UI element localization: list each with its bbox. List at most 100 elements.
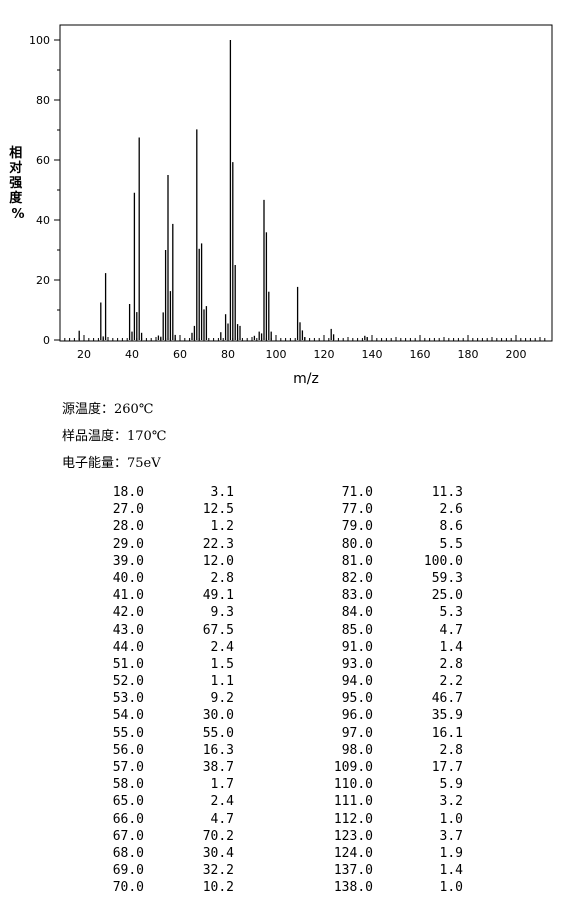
x-tick-label: 120 xyxy=(314,348,335,361)
relative-abundance: 12.5 xyxy=(202,502,234,518)
relative-abundance: 2.4 xyxy=(210,639,234,655)
mz-value: 39.0 xyxy=(112,553,144,569)
relative-abundance: 30.4 xyxy=(202,845,234,861)
mz-value: 43.0 xyxy=(112,622,144,638)
x-tick-label: 80 xyxy=(221,348,235,361)
bars-group xyxy=(78,40,368,340)
relative-abundance: 10.2 xyxy=(202,880,234,896)
relative-abundance: 25.0 xyxy=(431,588,463,604)
peak-row: 95.0 46.7 xyxy=(320,690,463,707)
relative-abundance: 32.2 xyxy=(202,863,234,879)
relative-abundance: 16.1 xyxy=(431,725,463,741)
relative-abundance: 22.3 xyxy=(202,536,234,552)
relative-abundance: 2.6 xyxy=(439,502,463,518)
mz-value: 123.0 xyxy=(333,828,373,844)
mz-value: 71.0 xyxy=(341,485,373,500)
peak-row: 58.0 1.7 xyxy=(90,776,234,793)
peak-row: 98.0 2.8 xyxy=(320,742,463,759)
peak-table-right: 71.0 11.3 77.0 2.6 79.0 8.6 80.0 5.5 81.0 100.0 82… xyxy=(320,484,463,897)
x-tick-label: 160 xyxy=(410,348,431,361)
relative-abundance: 49.1 xyxy=(202,588,234,604)
mz-value: 70.0 xyxy=(112,880,144,896)
x-axis: 20 40 60 80 100 120 140 160 180 200 xyxy=(59,335,546,361)
relative-abundance: 1.9 xyxy=(439,845,463,861)
peak-row: 85.0 4.7 xyxy=(320,622,463,639)
peak-row: 80.0 5.5 xyxy=(320,536,463,553)
relative-abundance: 17.7 xyxy=(431,760,463,775)
relative-abundance: 9.3 xyxy=(210,605,234,621)
mz-value: 109.0 xyxy=(333,760,373,775)
peak-row: 29.0 22.3 xyxy=(90,536,234,553)
mz-value: 96.0 xyxy=(341,708,373,724)
mz-value: 55.0 xyxy=(112,725,144,741)
mz-value: 68.0 xyxy=(112,845,144,861)
relative-abundance: 8.6 xyxy=(439,519,463,535)
relative-abundance: 12.0 xyxy=(202,553,234,569)
peak-row: 82.0 59.3 xyxy=(320,570,463,587)
mz-value: 80.0 xyxy=(341,536,373,552)
mz-value: 54.0 xyxy=(112,708,144,724)
relative-abundance: 5.3 xyxy=(439,605,463,621)
peak-row: 56.0 16.3 xyxy=(90,742,234,759)
relative-abundance: 38.7 xyxy=(202,760,234,775)
peak-row: 53.0 9.2 xyxy=(90,690,234,707)
y-axis-label: 相 对 强 度 % xyxy=(9,145,27,222)
relative-abundance: 9.2 xyxy=(210,691,234,707)
peak-row: 93.0 2.8 xyxy=(320,656,463,673)
mz-value: 77.0 xyxy=(341,502,373,518)
peak-row: 55.0 55.0 xyxy=(90,725,234,742)
relative-abundance: 3.2 xyxy=(439,794,463,810)
y-tick-label: 60 xyxy=(36,154,50,167)
peak-row: 71.0 11.3 xyxy=(320,484,463,501)
relative-abundance: 70.2 xyxy=(202,828,234,844)
relative-abundance: 30.0 xyxy=(202,708,234,724)
mz-value: 81.0 xyxy=(341,553,373,569)
mz-value: 56.0 xyxy=(112,742,144,758)
peak-row: 77.0 2.6 xyxy=(320,501,463,518)
y-tick-label: 80 xyxy=(36,94,50,107)
peak-row: 79.0 8.6 xyxy=(320,518,463,535)
relative-abundance: 1.7 xyxy=(210,777,234,793)
relative-abundance: 2.8 xyxy=(210,570,234,586)
y-axis: 0 20 40 60 80 100 xyxy=(29,34,60,347)
relative-abundance: 1.4 xyxy=(439,863,463,879)
peak-row: 66.0 4.7 xyxy=(90,811,234,828)
peak-row: 124.0 1.9 xyxy=(320,845,463,862)
peak-row: 52.0 1.1 xyxy=(90,673,234,690)
peak-row: 112.0 1.0 xyxy=(320,811,463,828)
peak-row: 44.0 2.4 xyxy=(90,639,234,656)
peak-row: 91.0 1.4 xyxy=(320,639,463,656)
relative-abundance: 35.9 xyxy=(431,708,463,724)
relative-abundance: 67.5 xyxy=(202,622,234,638)
mz-value: 27.0 xyxy=(112,502,144,518)
peak-row: 41.0 49.1 xyxy=(90,587,234,604)
mz-value: 124.0 xyxy=(333,845,373,861)
mz-value: 67.0 xyxy=(112,828,144,844)
mz-value: 40.0 xyxy=(112,570,144,586)
relative-abundance: 4.7 xyxy=(210,811,234,827)
plot-frame xyxy=(59,24,553,342)
x-tick-label: 180 xyxy=(458,348,479,361)
mz-value: 111.0 xyxy=(333,794,373,810)
mz-value: 52.0 xyxy=(112,674,144,690)
mz-value: 137.0 xyxy=(333,863,373,879)
peak-row: 27.0 12.5 xyxy=(90,501,234,518)
peak-row: 111.0 3.2 xyxy=(320,793,463,810)
peak-row: 57.0 38.7 xyxy=(90,759,234,776)
peak-row: 123.0 3.7 xyxy=(320,828,463,845)
peak-row: 28.0 1.2 xyxy=(90,518,234,535)
x-tick-label: 200 xyxy=(506,348,527,361)
mz-value: 42.0 xyxy=(112,605,144,621)
mz-value: 91.0 xyxy=(341,639,373,655)
peak-row: 69.0 32.2 xyxy=(90,862,234,879)
peak-row: 70.0 10.2 xyxy=(90,879,234,896)
mz-value: 85.0 xyxy=(341,622,373,638)
x-axis-label: m/z xyxy=(293,371,319,387)
peak-table-left: 18.0 3.1 27.0 12.5 28.0 1.2 29.0 22.3 39.0 12.0 40… xyxy=(90,484,234,897)
relative-abundance: 2.8 xyxy=(439,742,463,758)
peak-row: 97.0 16.1 xyxy=(320,725,463,742)
peak-row: 94.0 2.2 xyxy=(320,673,463,690)
peak-row: 109.0 17.7 xyxy=(320,759,463,776)
y-tick-label: 100 xyxy=(29,34,50,47)
